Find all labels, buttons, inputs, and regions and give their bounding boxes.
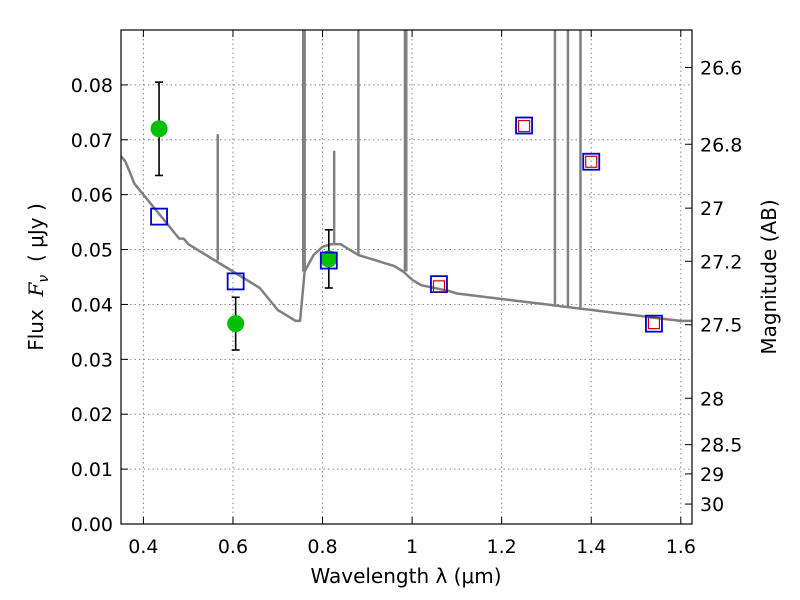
y2-axis-label: Magnitude (AB) [757,199,781,354]
y2-tick-label: 28.5 [700,435,742,457]
model-photometry-square [150,207,168,226]
y-tick-label: 0.08 [71,75,113,97]
y2-tick-label: 26.8 [700,134,742,156]
y2-tick-label: 28 [700,388,724,410]
y-label-unit: ( μJy ) [24,203,48,275]
y-tick-label: 0.01 [71,459,113,481]
model-photometry-inner-square [647,317,661,330]
model-photometry-inner-square [432,280,446,293]
x-axis-label: Wavelength λ (μm) [310,564,501,588]
y-tick-label: 0.00 [71,514,113,536]
x-tick-label: 1 [406,536,418,558]
y2-tick-label: 29 [700,464,724,486]
observed-point [227,315,245,333]
photometry-points [150,116,663,333]
x-tick-label: 0.6 [218,536,248,558]
model-photometry-inner-square [585,155,598,168]
model-photometry-square [226,272,245,291]
x-tick-label: 0.8 [307,536,337,558]
model-photometry-square [582,152,601,171]
y2-tick-label: 27 [700,198,724,220]
model-spectrum [121,30,692,323]
model-photometry-square [319,251,338,270]
y-tick-label: 0.05 [71,240,113,262]
y2-tick-label: 30 [700,494,724,516]
model-photometry-inner-square [517,119,531,133]
y-tick-label: 0.02 [71,404,113,426]
y-tick-label: 0.06 [71,185,113,207]
plot-frame [120,29,693,525]
y-tick-label: 0.03 [71,349,113,371]
y2-tick-label: 26.6 [700,57,742,79]
ticks [121,30,692,525]
y-label-var: F [24,281,48,297]
y-label-prefix: Flux [24,296,48,350]
model-photometry-square [515,116,533,135]
model-photometry-square [645,314,663,333]
y-tick-label: 0.04 [71,294,113,316]
tick-labels: 0.4 0.6 0.8 1 1.2 1.4 1.6 0.00 0.01 0.02 0.03 0.04 0… [71,57,743,558]
y-axis-label: Flux Fν ( μJy ) [24,203,52,351]
x-tick-label: 1.2 [487,536,517,558]
x-tick-label: 0.4 [128,536,158,558]
y-label-sub: ν [36,275,52,283]
x-tick-label: 1.4 [576,536,606,558]
x-tick-label: 1.6 [666,536,696,558]
observed-point [150,120,168,138]
model-continuum [121,155,692,323]
error-bars [155,81,333,351]
y2-tick-label: 27.2 [700,251,742,273]
y-tick-label: 0.07 [71,130,113,152]
y2-tick-label: 27.5 [700,315,742,337]
